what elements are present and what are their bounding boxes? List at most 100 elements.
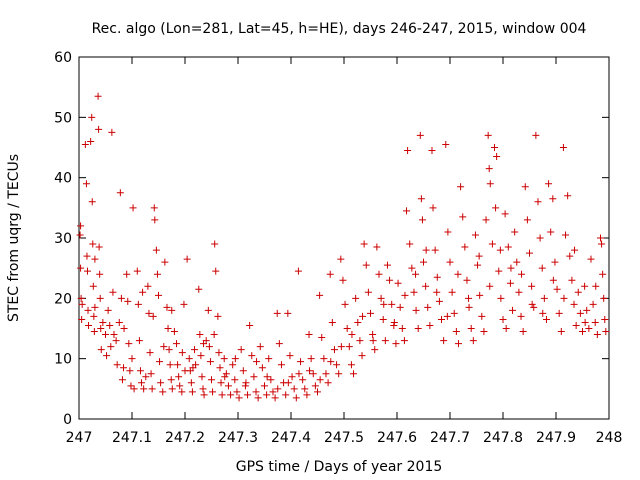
data-point bbox=[295, 370, 303, 378]
data-point bbox=[557, 328, 565, 336]
data-point bbox=[110, 331, 118, 339]
data-point bbox=[364, 288, 372, 296]
data-point bbox=[356, 337, 364, 345]
data-point bbox=[549, 195, 557, 203]
data-point bbox=[242, 379, 250, 387]
data-point bbox=[592, 282, 600, 290]
data-point bbox=[147, 370, 155, 378]
data-point bbox=[142, 373, 150, 381]
data-point bbox=[452, 328, 460, 336]
data-point bbox=[579, 328, 586, 336]
data-point bbox=[178, 349, 186, 357]
data-point bbox=[85, 321, 93, 329]
data-point bbox=[156, 358, 164, 366]
x-tick-label: 247.6 bbox=[377, 430, 417, 446]
data-point bbox=[97, 325, 105, 332]
data-point bbox=[78, 300, 86, 308]
data-point bbox=[583, 306, 591, 314]
data-point bbox=[87, 137, 95, 145]
data-point bbox=[482, 216, 490, 224]
data-point bbox=[444, 228, 452, 236]
data-point bbox=[422, 246, 430, 254]
data-point bbox=[521, 183, 529, 191]
data-point bbox=[446, 258, 454, 266]
data-point bbox=[267, 376, 275, 384]
x-axis: 247 247.1 247.2 247.3 247.4 247.5 247.6 247.7 24… bbox=[66, 57, 622, 446]
data-point bbox=[227, 391, 235, 399]
data-point bbox=[401, 291, 409, 299]
data-point bbox=[83, 252, 91, 260]
data-point bbox=[88, 198, 96, 206]
data-point bbox=[454, 340, 462, 348]
data-point bbox=[424, 303, 432, 311]
data-point bbox=[571, 246, 579, 254]
data-point bbox=[113, 361, 121, 369]
data-point bbox=[115, 318, 123, 326]
data-point bbox=[463, 276, 471, 284]
data-point bbox=[587, 255, 595, 263]
data-point bbox=[438, 315, 446, 323]
data-point bbox=[359, 312, 367, 320]
data-point bbox=[459, 213, 467, 221]
data-point bbox=[598, 240, 606, 248]
data-point bbox=[469, 337, 477, 345]
data-point bbox=[354, 318, 362, 326]
data-point bbox=[200, 340, 208, 348]
data-point bbox=[265, 355, 273, 363]
data-point bbox=[233, 388, 241, 396]
data-point bbox=[282, 391, 290, 399]
data-point bbox=[328, 318, 336, 326]
data-point bbox=[164, 325, 172, 332]
data-point bbox=[414, 325, 422, 332]
data-point bbox=[168, 306, 176, 314]
data-point bbox=[316, 291, 324, 299]
data-point bbox=[288, 373, 296, 381]
data-point bbox=[252, 388, 260, 396]
data-point bbox=[337, 255, 345, 263]
data-point bbox=[553, 285, 561, 293]
data-point bbox=[307, 355, 315, 363]
data-point bbox=[454, 270, 462, 278]
data-point bbox=[442, 140, 450, 148]
y-tick-label: 50 bbox=[54, 110, 72, 126]
data-point bbox=[314, 388, 321, 396]
data-point bbox=[275, 340, 283, 348]
y-tick-label: 40 bbox=[54, 171, 72, 187]
data-point bbox=[562, 231, 570, 239]
data-point bbox=[146, 349, 154, 357]
data-point bbox=[585, 325, 593, 332]
data-point bbox=[140, 385, 148, 393]
data-point bbox=[532, 131, 540, 139]
data-point bbox=[486, 180, 494, 188]
data-point bbox=[96, 294, 104, 302]
data-point bbox=[108, 128, 116, 136]
data-point bbox=[322, 370, 330, 378]
data-point bbox=[305, 331, 313, 339]
data-point bbox=[509, 306, 517, 314]
data-point bbox=[89, 282, 97, 290]
data-point bbox=[212, 267, 220, 275]
data-point bbox=[246, 321, 254, 329]
data-point bbox=[408, 264, 416, 272]
data-point bbox=[551, 258, 559, 266]
data-point bbox=[601, 315, 609, 323]
data-point bbox=[593, 331, 601, 339]
chart-title: Rec. algo (Lon=281, Lat=45, h=HE), days … bbox=[92, 21, 587, 37]
data-point bbox=[124, 297, 132, 305]
data-point bbox=[559, 144, 567, 151]
data-point bbox=[383, 261, 391, 269]
data-point bbox=[237, 346, 245, 354]
data-point bbox=[352, 294, 360, 302]
data-point bbox=[218, 391, 226, 399]
data-point bbox=[388, 300, 396, 308]
data-point bbox=[168, 385, 176, 393]
data-point bbox=[77, 264, 85, 272]
data-point bbox=[116, 189, 124, 197]
data-point bbox=[418, 216, 426, 224]
data-point bbox=[433, 288, 441, 296]
data-point bbox=[406, 240, 414, 248]
data-point bbox=[205, 343, 213, 351]
data-point bbox=[467, 325, 475, 332]
data-point bbox=[96, 270, 104, 278]
data-point bbox=[433, 273, 441, 281]
